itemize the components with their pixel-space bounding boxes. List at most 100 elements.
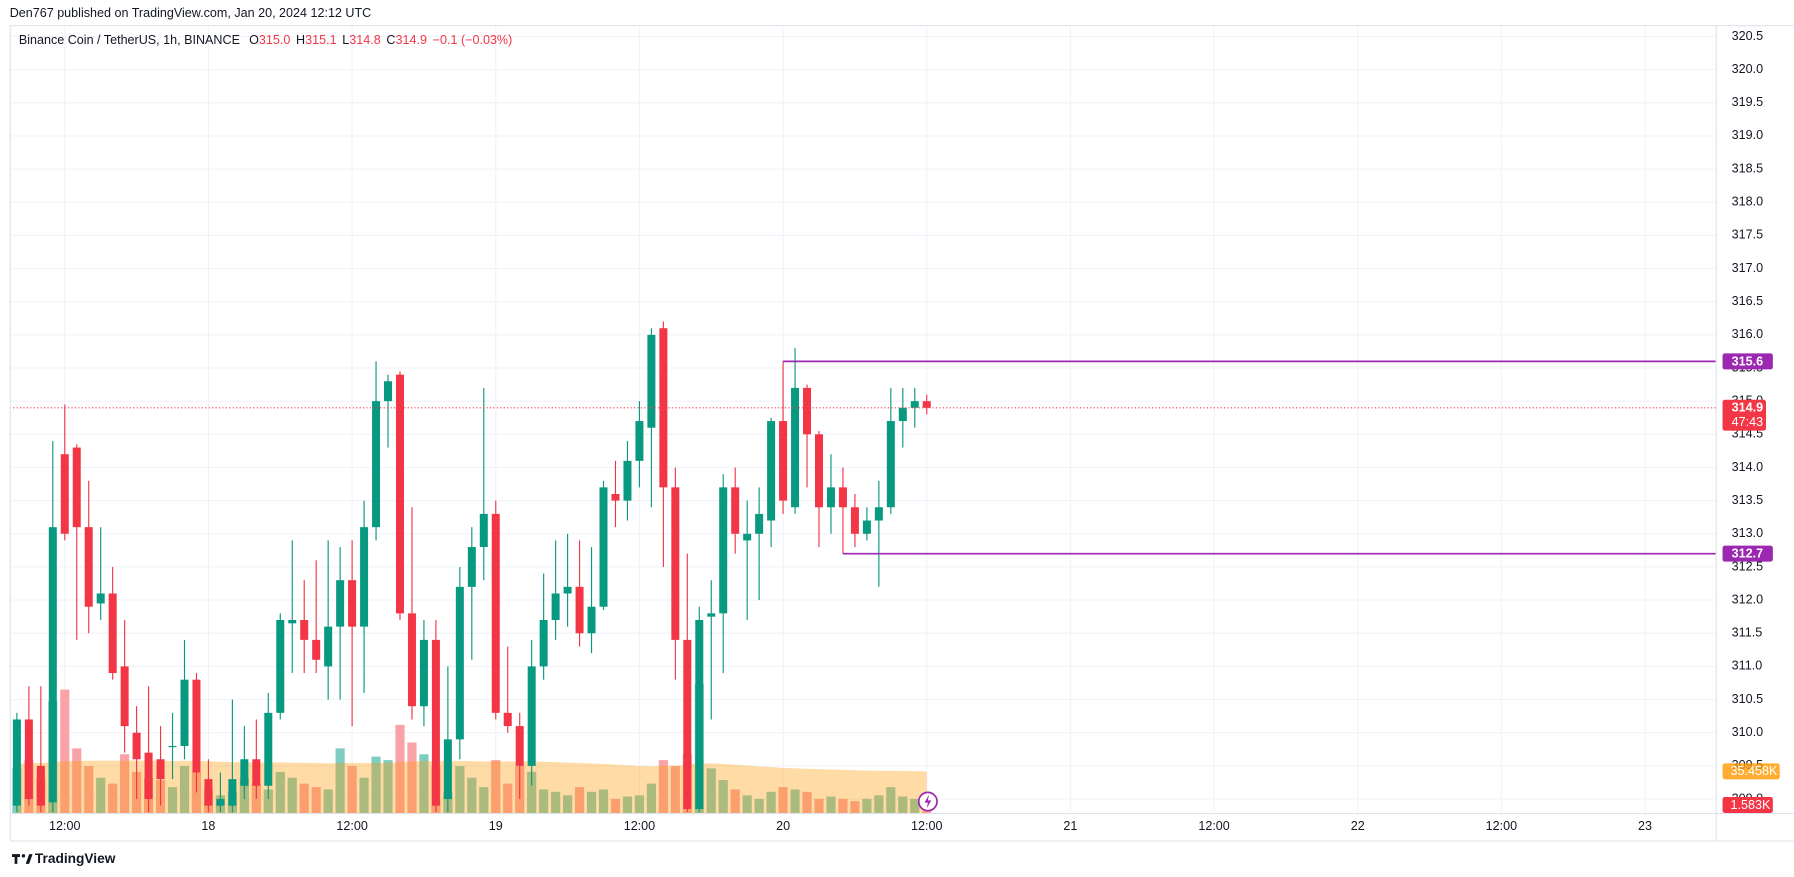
candle-body (563, 586, 572, 594)
volume-bar (311, 787, 321, 813)
candle-body (551, 593, 560, 620)
volume-bar (718, 780, 728, 813)
y-tick-label: 318.5 (1732, 161, 1763, 175)
candle-body (683, 639, 692, 809)
volume-bar (826, 796, 836, 813)
brand-name: TradingView (35, 851, 116, 866)
candle-body (803, 387, 812, 435)
volume-bar (874, 795, 884, 813)
volume-bar (754, 798, 764, 813)
candle-body (276, 619, 285, 713)
volume-bar (622, 796, 633, 813)
x-tick-label: 12:00 (49, 819, 80, 833)
volume-bar (586, 791, 597, 813)
countdown-label: 47:43 (1732, 415, 1763, 429)
volume-bar (263, 789, 273, 813)
candle-body (659, 328, 668, 488)
volume-bar (299, 783, 309, 813)
candle-body (671, 487, 680, 640)
x-tick-label: 22 (1351, 819, 1365, 833)
candle-body (240, 759, 249, 786)
candle-body (168, 745, 177, 748)
candle-body (731, 487, 740, 534)
x-tick-label: 12:00 (1486, 819, 1517, 833)
candle-body (491, 513, 500, 713)
volume-bar (491, 760, 501, 813)
legend-symbol: Binance Coin / TetherUS, 1h, BINANCE (19, 33, 240, 47)
volume-bar (479, 787, 489, 813)
candle-body (108, 593, 117, 674)
legend-key: O (249, 33, 259, 47)
legend-change: −0.1 (−0.03%) (433, 33, 513, 47)
volume-ma-area (16, 760, 927, 813)
volume-bar (634, 795, 644, 813)
volume-bar (407, 742, 417, 813)
volume-bar (84, 765, 94, 813)
candle-body (838, 487, 847, 508)
volume-bar (658, 760, 668, 813)
candle-body (324, 626, 333, 667)
volume-bar (287, 777, 297, 813)
legend-key: L (342, 33, 349, 47)
x-tick-label: 18 (201, 819, 215, 833)
volume-bar (72, 748, 82, 813)
candle-body (407, 613, 416, 707)
price-tag-label: 312.7 (1732, 547, 1763, 561)
candle-body (587, 606, 596, 634)
candle-body (204, 779, 213, 806)
volume-bar (455, 765, 465, 813)
volume-ma-label: 35.458K (1731, 764, 1778, 778)
candle-body (132, 732, 141, 760)
candle-body (850, 507, 859, 534)
y-tick-label: 310.5 (1732, 692, 1763, 706)
candle-body (814, 434, 824, 508)
volume-bar (335, 748, 345, 813)
candle-body (36, 765, 45, 806)
volume-bar (563, 795, 573, 813)
x-tick-label: 19 (489, 819, 503, 833)
candle-body (503, 712, 512, 727)
volume-bar (790, 789, 800, 813)
candle-body (707, 613, 716, 617)
volume-bar (167, 787, 178, 813)
volume-bar (275, 771, 285, 813)
volume-bar (419, 754, 429, 813)
volume-tag (1722, 796, 1773, 813)
candle-body (755, 513, 764, 534)
logo-dot (21, 854, 26, 858)
y-tick-label: 311.5 (1732, 626, 1763, 640)
candle-body (635, 421, 644, 461)
volume-bar (766, 791, 776, 813)
candle-body (647, 334, 656, 428)
price-layer (9, 321, 1716, 813)
legend-key: H (296, 33, 305, 47)
candle-body (264, 712, 273, 786)
candle-body (623, 460, 632, 501)
y-tick-label: 320.0 (1732, 62, 1763, 76)
x-tick-label: 12:00 (1198, 819, 1229, 833)
candle-body (120, 666, 129, 727)
candle-body (910, 401, 919, 408)
candle-body (192, 679, 201, 773)
candle-body (336, 580, 345, 627)
volume-bar (60, 689, 70, 813)
candle-body (360, 527, 369, 627)
legend-value: 314.8 (349, 33, 380, 47)
candle-body (216, 799, 225, 806)
candle-body (24, 719, 33, 800)
y-tick-label: 316.5 (1732, 294, 1763, 308)
candle-body (922, 401, 931, 408)
y-tick-label: 319.0 (1732, 128, 1763, 142)
y-tick-label: 314.0 (1732, 460, 1763, 474)
volume-bar (862, 798, 872, 813)
icon-bolt (924, 794, 932, 809)
volume-bar (670, 765, 680, 813)
candle-body (467, 547, 476, 587)
candle-body (96, 593, 105, 604)
x-tick-label: 21 (1063, 819, 1077, 833)
volume-bar (359, 777, 369, 813)
candle-body (144, 752, 153, 800)
volume-bar (539, 789, 549, 813)
last-price-tag (1722, 399, 1766, 431)
